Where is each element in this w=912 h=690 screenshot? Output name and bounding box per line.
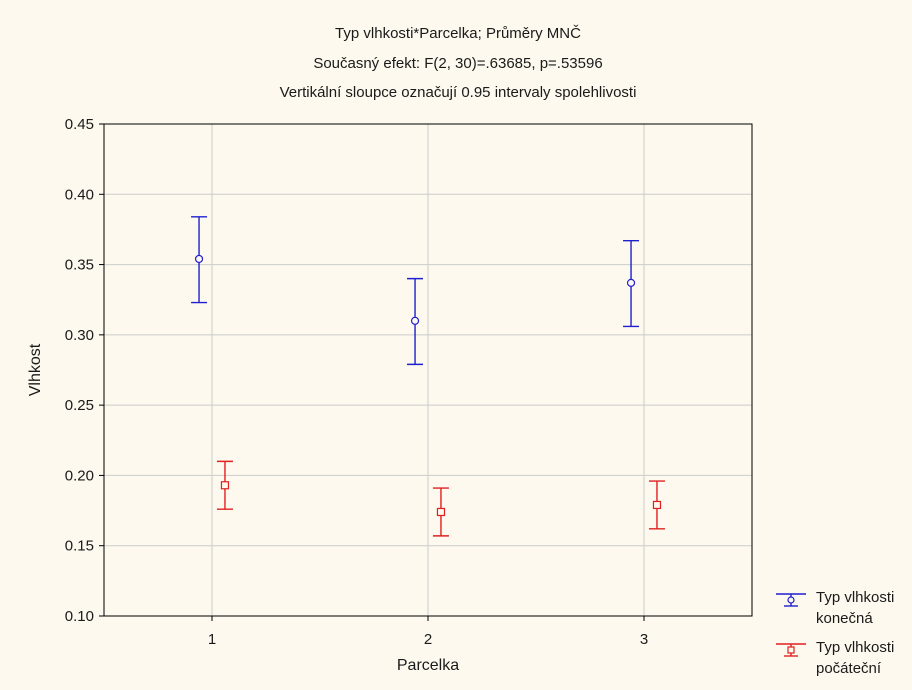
y-ticks: 0.10 0.15 0.20 0.25 0.30 0.35 0.40 0.45 [65,116,104,625]
series-2 [216,460,665,537]
data-point [436,507,446,517]
chart-note: Vertikální sloupce označují 0.95 interva… [280,84,637,101]
legend: Typ vlhkosti konečná Typ vlhkosti počáteční [776,589,894,677]
chart-subtitle: Současný efekt: F(2, 30)=.63685, p=.5359… [313,55,602,72]
y-axis-label: Vlhkost [27,343,44,396]
y-tick-label: 0.15 [65,538,94,555]
x-tick-label: 2 [424,631,432,648]
legend-label: Typ vlhkosti [816,639,894,656]
legend-item-1: Typ vlhkosti konečná [776,589,894,627]
y-tick-label: 0.25 [65,397,94,414]
y-tick-label: 0.10 [65,608,94,625]
legend-marker [787,646,795,654]
y-tick-label: 0.45 [65,116,94,133]
x-axis-label: Parcelka [397,657,459,674]
y-tick-label: 0.40 [65,186,94,203]
series-1 [191,216,640,366]
data-point [220,481,230,490]
x-tick-label: 1 [208,631,216,648]
chart-title: Typ vlhkosti*Parcelka; Průměry MNČ [335,25,581,42]
grid-layer [104,124,752,616]
legend-item-2: Typ vlhkosti počáteční [776,639,894,677]
x-ticks: 1 2 3 [208,616,648,648]
data-point [652,500,662,510]
data-point [626,278,636,287]
y-tick-label: 0.35 [65,257,94,274]
legend-marker [787,596,795,604]
series-layer [191,216,665,537]
x-tick-label: 3 [640,631,648,648]
data-point [194,254,204,264]
data-point [410,316,420,325]
legend-label: konečná [816,610,873,627]
legend-label: počáteční [816,660,882,677]
legend-label: Typ vlhkosti [816,589,894,606]
y-tick-label: 0.20 [65,467,94,484]
y-tick-label: 0.30 [65,327,94,344]
